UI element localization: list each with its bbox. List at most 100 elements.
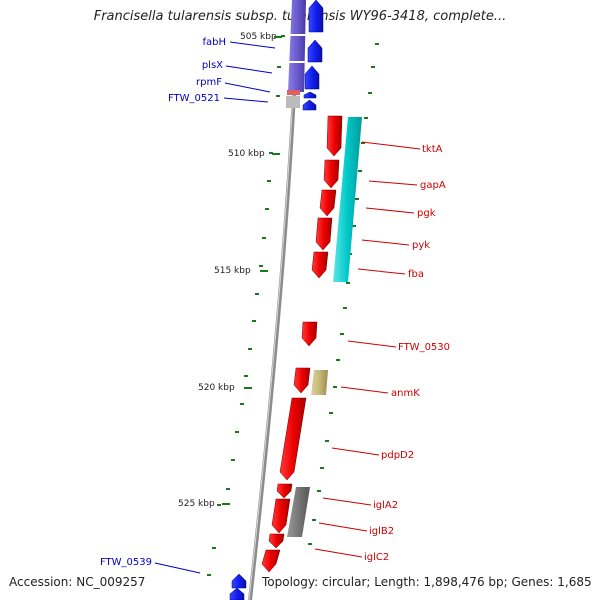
gene-arrow-forward[interactable] (229, 587, 245, 600)
gene-arrow-pyk[interactable] (315, 217, 333, 251)
scale-tick (260, 270, 268, 272)
tick-mark (277, 66, 281, 68)
cog-block-ftw0521 (286, 96, 300, 108)
tick-mark (320, 467, 324, 469)
scale-label: 525 kbp (178, 499, 215, 509)
gene-label-reverse[interactable]: iglA2 (373, 500, 398, 511)
label-line (361, 239, 410, 246)
label-line (314, 548, 363, 558)
tick-mark (259, 265, 263, 267)
gene-label-reverse[interactable]: iglC2 (364, 552, 389, 563)
gene-label-reverse[interactable]: gapA (420, 180, 446, 191)
gene-label-reverse[interactable]: fba (408, 269, 424, 280)
gene-label-reverse[interactable]: pgk (417, 208, 436, 219)
tick-mark (226, 488, 230, 490)
tick-mark (252, 320, 256, 322)
gene-arrow-ftw0530[interactable] (301, 321, 318, 347)
gene-arrow-rpmf[interactable] (303, 91, 317, 99)
gene-arrow-plsx[interactable] (304, 65, 320, 90)
gene-label-lines (154, 41, 421, 574)
tick-mark (308, 543, 312, 545)
label-line (365, 207, 415, 214)
tick-mark (217, 504, 221, 506)
tick-mark (240, 403, 244, 405)
cog-blocks (286, 0, 362, 537)
gene-arrow-reverse[interactable] (261, 549, 281, 573)
tick-mark (336, 359, 340, 361)
cog-block-carbohydrate (311, 370, 328, 395)
gene-label-forward[interactable]: fabH (202, 37, 226, 48)
gene-arrow-pgk[interactable] (319, 189, 337, 217)
tick-mark (281, 35, 285, 37)
label-line (322, 497, 372, 506)
scale-label: 520 kbp (198, 383, 235, 393)
tick-mark (329, 412, 333, 414)
tick-mark (312, 519, 316, 521)
tick-mark (361, 142, 365, 144)
tick-mark (340, 333, 344, 335)
gene-arrow-iglc2[interactable] (268, 533, 285, 549)
gene-label-reverse[interactable]: pdpD2 (381, 450, 414, 461)
tick-mark (364, 117, 368, 119)
gene-label-forward[interactable]: rpmF (196, 77, 222, 88)
scale-tick (272, 153, 280, 155)
label-line (225, 65, 273, 74)
gene-label-reverse[interactable]: pyk (412, 240, 430, 251)
label-line (229, 41, 276, 49)
tick-mark (207, 574, 211, 576)
label-line (331, 447, 380, 456)
gene-label-reverse[interactable]: FTW_0530 (398, 342, 450, 353)
gene-arrow-pdpd2[interactable] (279, 397, 307, 481)
gene-arrow-anmk[interactable] (293, 367, 311, 394)
tick-mark (244, 375, 248, 377)
gene-arrow-iglb2[interactable] (271, 498, 291, 534)
gene-arrow-fba[interactable] (311, 251, 329, 279)
tick-mark (346, 282, 350, 284)
label-line (154, 562, 201, 574)
label-line (224, 82, 271, 93)
gene-arrow-tkta[interactable] (326, 115, 343, 157)
cog-block-translation (288, 0, 306, 92)
gene-arrow-ftw0521[interactable] (302, 99, 317, 111)
gene-arrow-gapa[interactable] (323, 159, 340, 189)
label-line (361, 141, 421, 150)
gene-label-forward[interactable]: FTW_0539 (100, 557, 152, 568)
label-line (347, 340, 397, 348)
tick-mark (212, 547, 216, 549)
gene-arrow-fabh[interactable] (307, 39, 323, 63)
tick-mark (269, 152, 273, 154)
scale-tick (244, 387, 252, 389)
tick-mark (265, 208, 269, 210)
gene-arrow-ftw0539[interactable] (231, 573, 247, 589)
gene-label-reverse[interactable]: tktA (422, 144, 443, 155)
tick-mark (355, 198, 359, 200)
gene-arrows (229, 0, 343, 600)
gene-arrow-forward[interactable] (308, 0, 324, 33)
scale-tick (222, 503, 230, 505)
tick-mark (375, 43, 379, 45)
gene-label-reverse[interactable]: iglB2 (369, 526, 394, 537)
gene-label-forward[interactable]: plsX (202, 60, 223, 71)
tick-mark (248, 348, 252, 350)
tick-mark (352, 225, 356, 227)
gene-label-reverse[interactable]: anmK (391, 388, 420, 399)
tick-mark (255, 293, 259, 295)
cog-block-rpmf (287, 90, 300, 95)
tick-mark (235, 431, 239, 433)
cog-block-unknown (287, 487, 310, 537)
scale-label: 515 kbp (214, 266, 251, 276)
topology-text: Topology: circular; Length: 1,898,476 bp… (262, 575, 592, 589)
tick-mark (358, 170, 362, 172)
label-line (223, 97, 269, 103)
cog-block-energy (333, 117, 362, 282)
tick-mark (267, 180, 271, 182)
scale-label: 505 kbp (240, 32, 277, 42)
gene-label-forward[interactable]: FTW_0521 (168, 93, 220, 104)
tick-mark (276, 95, 280, 97)
tick-mark (231, 459, 235, 461)
scale-tick (274, 36, 282, 38)
gene-labels: fabH plsX rpmF FTW_0521 FTW_0539 tktA gapA pgk p… (100, 37, 450, 568)
gene-arrow-igla2[interactable] (276, 483, 293, 499)
label-line (368, 180, 418, 186)
tick-mark (368, 92, 372, 94)
